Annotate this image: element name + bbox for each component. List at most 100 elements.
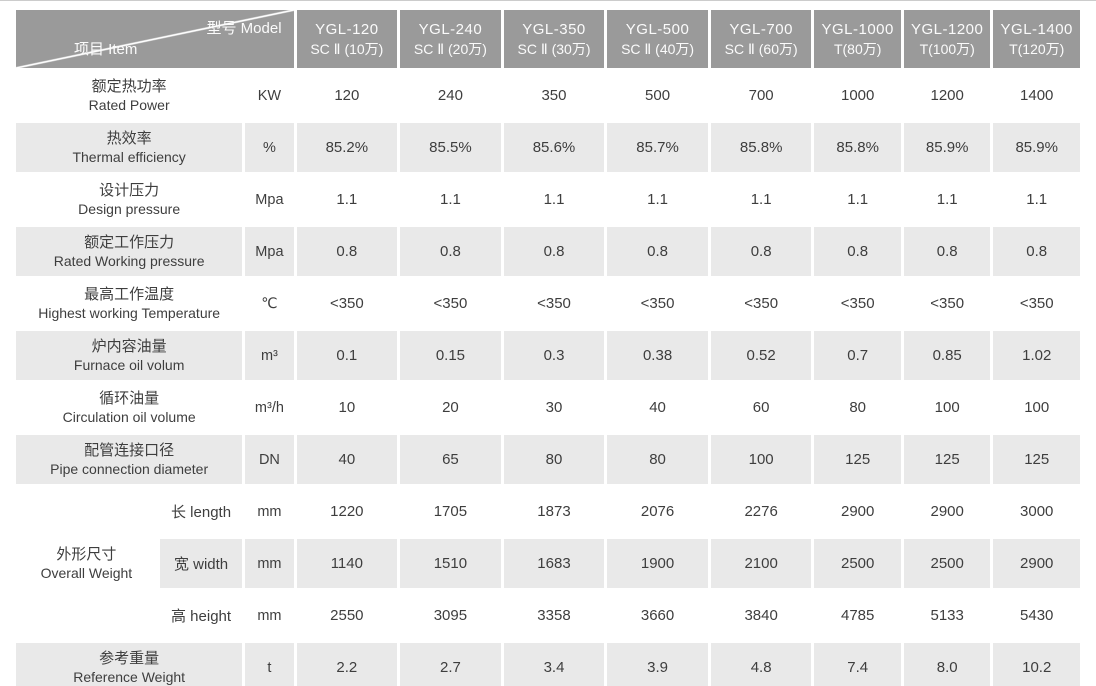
value-cell: 0.1 bbox=[296, 331, 398, 380]
row-rated-power: 额定热功率 Rated Power KW 120 240 350 500 700… bbox=[16, 71, 1080, 120]
value-cell: <350 bbox=[296, 279, 398, 328]
value-cell: 5133 bbox=[903, 591, 991, 640]
corner-item-label: 项目 Item bbox=[74, 41, 138, 58]
row-label: 炉内容油量 Furnace oil volum bbox=[16, 331, 243, 380]
value-cell: 700 bbox=[710, 71, 812, 120]
value-cell: 1000 bbox=[814, 71, 901, 120]
unit-cell: m³/h bbox=[245, 383, 294, 432]
boiler-spec-table: 型号 Model 项目 Item YGL-120 SC Ⅱ (10万) YGL-… bbox=[13, 7, 1083, 686]
value-cell: 3095 bbox=[400, 591, 501, 640]
value-cell: 1200 bbox=[903, 71, 991, 120]
unit-cell: DN bbox=[245, 435, 294, 484]
value-cell: 0.8 bbox=[903, 227, 991, 276]
value-cell: 0.8 bbox=[993, 227, 1080, 276]
row-highest-working-temperature: 最高工作温度 Highest working Temperature ℃ <35… bbox=[16, 279, 1080, 328]
row-dimension-height: 高 height mm 2550 3095 3358 3660 3840 478… bbox=[16, 591, 1080, 640]
value-cell: 80 bbox=[814, 383, 901, 432]
value-cell: 1.1 bbox=[903, 175, 991, 224]
column-header-model-ygl-350: YGL-350 SC Ⅱ (30万) bbox=[503, 10, 605, 68]
value-cell: 1140 bbox=[296, 539, 398, 588]
row-label: 最高工作温度 Highest working Temperature bbox=[16, 279, 243, 328]
unit-cell: Mpa bbox=[245, 227, 294, 276]
value-cell: 85.5% bbox=[400, 123, 501, 172]
value-cell: 125 bbox=[903, 435, 991, 484]
page-top-border bbox=[0, 0, 1096, 1]
value-cell: 20 bbox=[400, 383, 501, 432]
value-cell: 85.9% bbox=[903, 123, 991, 172]
unit-cell: % bbox=[245, 123, 294, 172]
value-cell: 85.9% bbox=[993, 123, 1080, 172]
value-cell: 60 bbox=[710, 383, 812, 432]
column-header-model-ygl-1400: YGL-1400 T(120万) bbox=[993, 10, 1080, 68]
value-cell: 10.2 bbox=[993, 643, 1080, 686]
value-cell: <350 bbox=[710, 279, 812, 328]
dimension-sublabel-width: 宽 width bbox=[159, 539, 243, 588]
value-cell: 85.7% bbox=[607, 123, 708, 172]
value-cell: 2.2 bbox=[296, 643, 398, 686]
value-cell: 10 bbox=[296, 383, 398, 432]
value-cell: 100 bbox=[903, 383, 991, 432]
row-thermal-efficiency: 热效率 Thermal efficiency % 85.2% 85.5% 85.… bbox=[16, 123, 1080, 172]
header-row: 型号 Model 项目 Item YGL-120 SC Ⅱ (10万) YGL-… bbox=[16, 10, 1080, 68]
row-circulation-oil-volume: 循环油量 Circulation oil volume m³/h 10 20 3… bbox=[16, 383, 1080, 432]
value-cell: 0.38 bbox=[607, 331, 708, 380]
row-label: 循环油量 Circulation oil volume bbox=[16, 383, 243, 432]
value-cell: 2100 bbox=[710, 539, 812, 588]
value-cell: 2900 bbox=[993, 539, 1080, 588]
value-cell: 0.8 bbox=[607, 227, 708, 276]
value-cell: 100 bbox=[710, 435, 812, 484]
value-cell: 1400 bbox=[993, 71, 1080, 120]
value-cell: 3660 bbox=[607, 591, 708, 640]
value-cell: 40 bbox=[607, 383, 708, 432]
row-dimension-length: 外形尺寸 Overall Weight 长 length mm 1220 170… bbox=[16, 487, 1080, 640]
value-cell: 0.8 bbox=[814, 227, 901, 276]
row-reference-weight: 参考重量 Reference Weight t 2.2 2.7 3.4 3.9 … bbox=[16, 643, 1080, 686]
value-cell: 240 bbox=[400, 71, 501, 120]
value-cell: 0.8 bbox=[296, 227, 398, 276]
value-cell: 1.1 bbox=[296, 175, 398, 224]
value-cell: 1.1 bbox=[993, 175, 1080, 224]
value-cell: 1705 bbox=[400, 487, 501, 536]
value-cell: 1510 bbox=[400, 539, 501, 588]
unit-cell: KW bbox=[245, 71, 294, 120]
value-cell: 4.8 bbox=[710, 643, 812, 686]
value-cell: 8.0 bbox=[903, 643, 991, 686]
value-cell: 4785 bbox=[814, 591, 901, 640]
value-cell: 0.52 bbox=[710, 331, 812, 380]
value-cell: 125 bbox=[814, 435, 901, 484]
row-dimension-width: 宽 width mm 1140 1510 1683 1900 2100 2500… bbox=[16, 539, 1080, 588]
dimension-group-label: 外形尺寸 Overall Weight bbox=[16, 487, 157, 640]
value-cell: 1683 bbox=[503, 539, 605, 588]
value-cell: 0.8 bbox=[503, 227, 605, 276]
row-label: 参考重量 Reference Weight bbox=[16, 643, 243, 686]
row-label: 热效率 Thermal efficiency bbox=[16, 123, 243, 172]
row-label: 配管连接口径 Pipe connection diameter bbox=[16, 435, 243, 484]
value-cell: 40 bbox=[296, 435, 398, 484]
row-pipe-connection-diameter: 配管连接口径 Pipe connection diameter DN 40 65… bbox=[16, 435, 1080, 484]
unit-cell: mm bbox=[245, 539, 294, 588]
row-label: 额定工作压力 Rated Working pressure bbox=[16, 227, 243, 276]
value-cell: 3358 bbox=[503, 591, 605, 640]
value-cell: 3.4 bbox=[503, 643, 605, 686]
column-header-model-ygl-500: YGL-500 SC Ⅱ (40万) bbox=[607, 10, 708, 68]
value-cell: 0.85 bbox=[903, 331, 991, 380]
value-cell: 0.8 bbox=[400, 227, 501, 276]
unit-cell: mm bbox=[245, 591, 294, 640]
value-cell: 1.1 bbox=[607, 175, 708, 224]
unit-cell: Mpa bbox=[245, 175, 294, 224]
column-header-model-ygl-120: YGL-120 SC Ⅱ (10万) bbox=[296, 10, 398, 68]
column-header-model-ygl-240: YGL-240 SC Ⅱ (20万) bbox=[400, 10, 501, 68]
value-cell: 2900 bbox=[814, 487, 901, 536]
value-cell: 65 bbox=[400, 435, 501, 484]
column-header-model-ygl-1000: YGL-1000 T(80万) bbox=[814, 10, 901, 68]
value-cell: 1.1 bbox=[710, 175, 812, 224]
value-cell: 7.4 bbox=[814, 643, 901, 686]
value-cell: <350 bbox=[400, 279, 501, 328]
value-cell: 3.9 bbox=[607, 643, 708, 686]
corner-header: 型号 Model 项目 Item bbox=[16, 10, 294, 68]
value-cell: 100 bbox=[993, 383, 1080, 432]
value-cell: 120 bbox=[296, 71, 398, 120]
unit-cell: ℃ bbox=[245, 279, 294, 328]
row-label: 设计压力 Design pressure bbox=[16, 175, 243, 224]
